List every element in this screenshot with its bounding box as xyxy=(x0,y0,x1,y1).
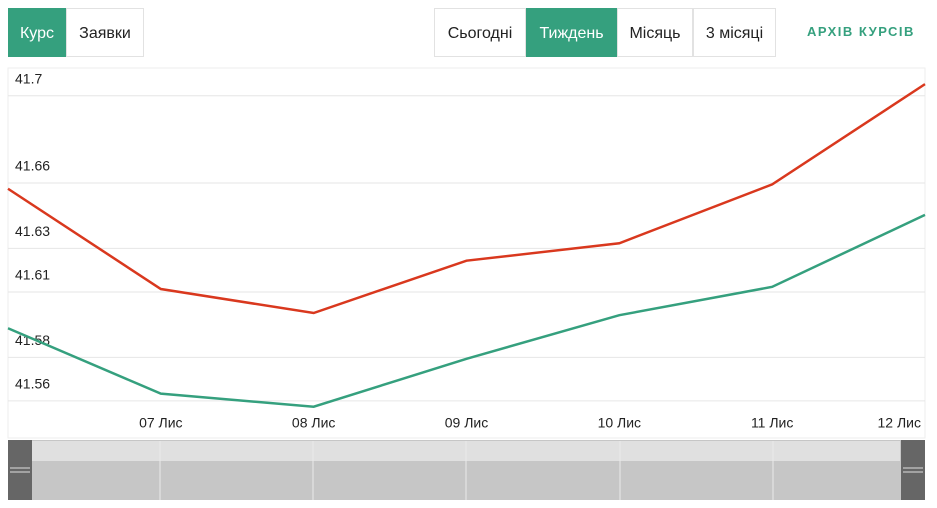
x-tick-label: 08 Лис xyxy=(292,415,335,431)
line-series xyxy=(7,213,926,408)
navigator-divider xyxy=(159,441,774,500)
x-tick-label: 09 Лис xyxy=(445,415,488,431)
period-button[interactable]: Тиждень xyxy=(526,8,617,57)
handle-grip xyxy=(10,467,923,473)
x-tick-label: 10 Лис xyxy=(598,415,641,431)
period-button[interactable]: Місяць xyxy=(617,8,693,57)
plot-frame xyxy=(7,67,926,439)
archive-link[interactable]: АРХІВ КУРСІВ xyxy=(807,24,915,39)
y-tick-label: 41.56 xyxy=(15,376,50,392)
tab[interactable]: Курс xyxy=(8,8,66,57)
navigator-handle[interactable] xyxy=(901,440,925,500)
navigator[interactable] xyxy=(8,440,925,500)
x-tick-label: 12 Лис xyxy=(878,415,921,431)
x-tick-label: 07 Лис xyxy=(139,415,182,431)
y-tick-label: 41.61 xyxy=(15,267,50,283)
period-button[interactable]: 3 місяці xyxy=(693,8,776,57)
x-tick-label: 11 Лис xyxy=(751,415,793,431)
y-tick-label: 41.7 xyxy=(15,70,42,86)
y-tick-label: 41.63 xyxy=(15,223,50,239)
line-series xyxy=(7,83,926,315)
period-button[interactable]: Сьогодні xyxy=(434,8,526,57)
navigator-handle[interactable] xyxy=(8,440,32,500)
tab[interactable]: Заявки xyxy=(66,8,144,57)
y-tick-label: 41.66 xyxy=(15,158,50,174)
